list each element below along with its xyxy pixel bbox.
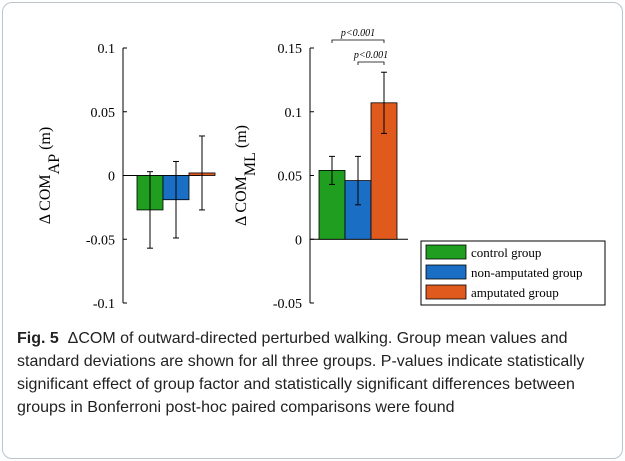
y-axis-label: Δ COMAP(m): [37, 127, 63, 224]
legend-swatch: [425, 284, 467, 300]
p-value-label: p<0.001: [353, 50, 388, 61]
legend: control group non-amputated group amputate…: [420, 240, 606, 306]
plot-ap: -0.1 -0.05 0 0.05 0.1 Δ COMAP(m): [37, 42, 216, 312]
y-tick-label: 0.1: [285, 106, 303, 121]
y-tick-label: -0.05: [273, 297, 302, 312]
caption-text: ΔCOM of outward-directed perturbed walki…: [17, 330, 585, 416]
legend-label: control group: [471, 245, 541, 260]
legend-swatch: [425, 264, 467, 280]
legend-label: amputated group: [471, 285, 559, 300]
y-tick-label: 0.15: [278, 42, 303, 57]
significance-bracket: [357, 61, 385, 65]
y-tick-label: 0.05: [91, 106, 116, 121]
p-value-label: p<0.001: [340, 28, 375, 39]
significance-bracket: [331, 39, 385, 43]
y-tick-label: -0.1: [93, 297, 115, 312]
plot-ml: -0.05 0 0.05 0.1 0.15 Δ COMML(m) p<0.001 p<0.00…: [233, 28, 408, 312]
y-tick-label: -0.05: [86, 233, 115, 248]
figure-caption: Fig. 5 ΔCOM of outward-directed perturbe…: [17, 327, 613, 419]
y-tick-label: 0: [108, 170, 115, 185]
y-tick-label: 0: [295, 233, 302, 248]
legend-swatch: [425, 244, 467, 260]
caption-lead: Fig. 5: [17, 330, 59, 347]
y-tick-label: 0.05: [278, 170, 303, 185]
y-axis-label: Δ COMML(m): [233, 125, 259, 226]
y-tick-label: 0.1: [98, 42, 116, 57]
legend-label: non-amputated group: [471, 265, 583, 280]
